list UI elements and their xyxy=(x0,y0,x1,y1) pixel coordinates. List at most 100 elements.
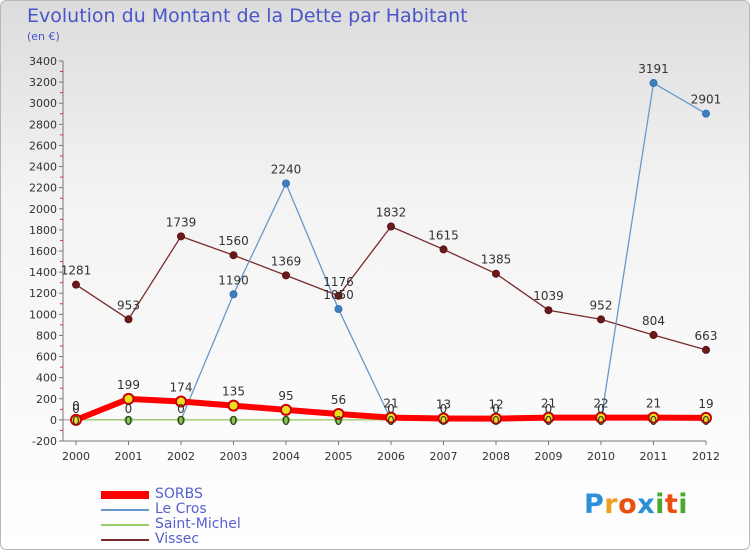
data-label-sorbs: 174 xyxy=(170,381,193,395)
data-label-saint-michel: 0 xyxy=(387,414,395,428)
data-label-le-cros: 0 xyxy=(492,402,500,416)
legend-swatch-vissec xyxy=(101,538,149,541)
y-tick-label: 2800 xyxy=(29,118,57,131)
logo-letter: r xyxy=(604,489,619,520)
data-point-vissec xyxy=(544,306,553,315)
x-tick-label: 2004 xyxy=(272,450,300,463)
chart-subtitle: (en €) xyxy=(27,30,60,43)
proxiti-logo: Proxiti xyxy=(584,489,688,520)
data-label-vissec: 1385 xyxy=(481,253,512,267)
data-point-vissec xyxy=(124,315,133,324)
data-label-vissec: 953 xyxy=(117,298,140,312)
data-label-vissec: 1560 xyxy=(218,234,249,248)
y-tick-label: 1800 xyxy=(29,224,57,237)
series-line-le-cros xyxy=(76,82,707,421)
legend: SORBS Le Cros Saint-Michel Vissec xyxy=(101,487,241,547)
data-label-saint-michel: 0 xyxy=(335,414,343,428)
y-tick-label: 3200 xyxy=(29,76,57,89)
data-point-saint-michel xyxy=(177,415,185,424)
legend-item-sorbs[interactable]: SORBS xyxy=(101,487,241,502)
data-point-sorbs xyxy=(595,411,607,424)
data-point-sorbs xyxy=(280,403,292,416)
data-label-vissec: 1369 xyxy=(271,254,302,268)
data-label-le-cros: 0 xyxy=(72,402,80,416)
y-tick-label: 1200 xyxy=(29,287,57,300)
data-label-vissec: 1615 xyxy=(428,228,459,242)
x-tick-label: 2010 xyxy=(587,450,615,463)
data-point-saint-michel xyxy=(229,415,238,424)
data-label-saint-michel: 0 xyxy=(440,414,448,428)
data-label-vissec: 1176 xyxy=(323,275,354,289)
x-tick-label: 2008 xyxy=(482,450,510,463)
chart-title: Evolution du Montant de la Dette par Hab… xyxy=(27,5,468,27)
y-tick-label: 400 xyxy=(36,372,57,385)
data-label-vissec: 952 xyxy=(590,298,613,312)
y-tick-label: 800 xyxy=(36,329,57,342)
data-label-sorbs: 56 xyxy=(331,393,346,407)
legend-label-le-cros: Le Cros xyxy=(155,501,207,517)
data-point-vissec xyxy=(282,271,290,280)
data-point-vissec xyxy=(72,280,80,289)
x-tick-label: 2009 xyxy=(535,450,563,463)
data-point-sorbs xyxy=(542,411,555,424)
data-label-vissec: 1739 xyxy=(166,215,197,229)
data-point-sorbs xyxy=(122,392,135,405)
y-tick-label: 2400 xyxy=(29,161,57,174)
x-tick-label: 2011 xyxy=(640,450,668,463)
data-label-vissec: 1832 xyxy=(376,206,407,220)
y-tick-label: 600 xyxy=(36,351,57,364)
data-label-le-cros: 0 xyxy=(440,402,448,416)
data-point-sorbs xyxy=(437,412,450,425)
y-tick-label: 1600 xyxy=(29,245,57,258)
data-label-vissec: 1039 xyxy=(533,289,564,303)
data-label-saint-michel: 0 xyxy=(702,414,710,428)
data-label-le-cros: 0 xyxy=(125,402,133,416)
data-point-sorbs xyxy=(490,412,502,425)
data-point-saint-michel xyxy=(124,415,133,424)
data-label-le-cros: 0 xyxy=(387,402,395,416)
x-tick-label: 2001 xyxy=(115,450,143,463)
y-tick-label: 200 xyxy=(36,393,57,406)
legend-item-vissec[interactable]: Vissec xyxy=(101,532,241,547)
data-label-sorbs: 21 xyxy=(383,397,398,411)
x-tick-label: 2000 xyxy=(62,450,90,463)
data-label-saint-michel: 0 xyxy=(230,414,238,428)
data-point-vissec xyxy=(702,345,710,354)
data-label-sorbs: 21 xyxy=(646,397,661,411)
y-tick-label: 2000 xyxy=(29,203,57,216)
data-label-saint-michel: 0 xyxy=(125,414,133,428)
data-label-le-cros: 2240 xyxy=(271,162,302,176)
data-label-vissec: 1281 xyxy=(61,264,92,278)
logo-letter: o xyxy=(618,489,638,520)
data-point-le-cros xyxy=(282,179,290,188)
legend-label-saint-michel: Saint-Michel xyxy=(155,516,241,532)
data-point-sorbs xyxy=(175,395,187,408)
y-tick-label: 1400 xyxy=(29,266,57,279)
y-tick-label: 3000 xyxy=(29,97,57,110)
data-point-vissec xyxy=(649,331,658,340)
legend-item-saint-michel[interactable]: Saint-Michel xyxy=(101,517,241,532)
legend-label-vissec: Vissec xyxy=(155,531,200,547)
logo-letter: t xyxy=(664,489,679,520)
data-label-sorbs: 13 xyxy=(436,398,451,412)
data-label-saint-michel: 0 xyxy=(650,414,658,428)
series-line-vissec xyxy=(75,225,707,351)
legend-swatch-saint-michel xyxy=(101,523,149,526)
legend-item-le-cros[interactable]: Le Cros xyxy=(101,502,241,517)
data-label-saint-michel: 0 xyxy=(72,414,80,428)
data-point-le-cros xyxy=(702,109,710,118)
data-point-vissec xyxy=(177,232,185,241)
data-label-le-cros: 1190 xyxy=(218,273,249,287)
legend-swatch-le-cros xyxy=(101,508,149,511)
x-tick-label: 2006 xyxy=(377,450,405,463)
data-label-sorbs: 199 xyxy=(117,378,140,392)
data-point-vissec xyxy=(597,315,605,324)
x-tick-label: 2012 xyxy=(692,450,720,463)
data-label-le-cros: 2901 xyxy=(691,93,722,107)
data-label-le-cros: 0 xyxy=(597,402,605,416)
data-label-sorbs: 22 xyxy=(593,397,608,411)
data-label-sorbs: 19 xyxy=(698,397,713,411)
data-label-le-cros: 0 xyxy=(177,402,185,416)
data-point-sorbs xyxy=(332,407,345,420)
